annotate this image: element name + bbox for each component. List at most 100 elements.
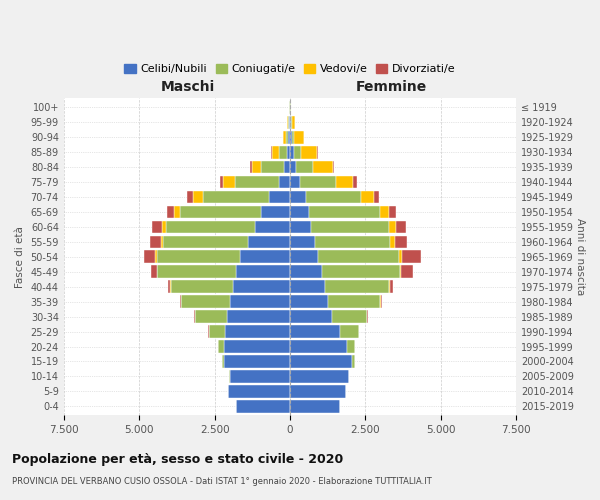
Bar <box>227 310 290 323</box>
Bar <box>203 190 269 203</box>
Bar <box>161 220 166 234</box>
Bar <box>374 190 379 203</box>
Bar <box>145 250 155 263</box>
Bar <box>262 161 284 173</box>
Bar <box>287 116 288 128</box>
Bar <box>155 250 157 263</box>
Bar <box>290 161 296 173</box>
Bar <box>315 236 390 248</box>
Bar <box>328 296 380 308</box>
Bar <box>290 176 300 188</box>
Legend: Celibi/Nubili, Coniugati/e, Vedovi/e, Divorziati/e: Celibi/Nubili, Coniugati/e, Vedovi/e, Di… <box>120 60 460 79</box>
Bar <box>367 310 368 323</box>
Bar <box>401 266 413 278</box>
Bar <box>380 206 389 218</box>
Bar <box>150 236 161 248</box>
Bar <box>292 131 294 143</box>
Bar <box>287 146 290 158</box>
Bar <box>333 161 334 173</box>
Bar <box>284 161 290 173</box>
Text: Femmine: Femmine <box>356 80 427 94</box>
Bar <box>195 310 227 323</box>
Bar <box>168 280 170 293</box>
Bar <box>290 370 349 383</box>
Y-axis label: Anni di nascita: Anni di nascita <box>575 218 585 296</box>
Bar <box>180 206 262 218</box>
Bar <box>290 385 346 398</box>
Bar <box>389 206 396 218</box>
Bar <box>301 146 317 158</box>
Bar <box>272 146 278 158</box>
Bar <box>381 296 382 308</box>
Bar <box>250 161 251 173</box>
Bar <box>390 280 393 293</box>
Bar <box>171 280 233 293</box>
Bar <box>290 146 293 158</box>
Bar <box>290 400 340 412</box>
Bar <box>294 131 304 143</box>
Bar <box>336 176 353 188</box>
Bar <box>296 161 313 173</box>
Bar <box>290 220 311 234</box>
Text: Popolazione per età, sesso e stato civile - 2020: Popolazione per età, sesso e stato civil… <box>12 452 343 466</box>
Bar <box>290 266 322 278</box>
Bar <box>161 236 163 248</box>
Bar <box>353 176 357 188</box>
Bar <box>167 206 173 218</box>
Bar <box>290 101 291 114</box>
Bar <box>311 220 389 234</box>
Bar <box>236 400 290 412</box>
Bar <box>352 355 355 368</box>
Bar <box>290 250 318 263</box>
Bar <box>193 190 203 203</box>
Bar <box>389 280 390 293</box>
Bar <box>288 131 290 143</box>
Bar <box>288 116 289 128</box>
Bar <box>283 131 286 143</box>
Text: PROVINCIA DEL VERBANO CUSIO OSSOLA - Dati ISTAT 1° gennaio 2020 - Elaborazione T: PROVINCIA DEL VERBANO CUSIO OSSOLA - Dat… <box>12 478 432 486</box>
Bar <box>286 131 288 143</box>
Bar <box>290 131 292 143</box>
Bar <box>218 340 224 353</box>
Bar <box>166 220 255 234</box>
Bar <box>290 340 347 353</box>
Bar <box>240 250 290 263</box>
Bar <box>340 325 359 338</box>
Bar <box>223 355 224 368</box>
Bar <box>235 176 278 188</box>
Y-axis label: Fasce di età: Fasce di età <box>15 226 25 288</box>
Bar <box>228 385 290 398</box>
Bar <box>322 266 400 278</box>
Bar <box>290 116 291 128</box>
Bar <box>397 220 406 234</box>
Bar <box>290 310 332 323</box>
Bar <box>290 325 340 338</box>
Bar <box>325 280 389 293</box>
Bar <box>347 340 355 353</box>
Bar <box>225 325 290 338</box>
Bar <box>230 370 290 383</box>
Bar <box>290 206 308 218</box>
Bar <box>157 266 236 278</box>
Bar <box>181 296 230 308</box>
Bar <box>292 116 295 128</box>
Bar <box>313 161 333 173</box>
Bar <box>395 236 407 248</box>
Bar <box>318 250 400 263</box>
Bar <box>290 355 352 368</box>
Bar <box>248 236 290 248</box>
Bar <box>220 176 223 188</box>
Bar <box>152 220 161 234</box>
Bar <box>255 220 290 234</box>
Bar <box>290 280 325 293</box>
Bar <box>305 190 361 203</box>
Bar <box>402 250 421 263</box>
Bar <box>194 310 195 323</box>
Bar <box>308 206 380 218</box>
Bar <box>230 296 290 308</box>
Bar <box>224 355 290 368</box>
Bar <box>233 280 290 293</box>
Bar <box>262 206 290 218</box>
Bar <box>224 340 290 353</box>
Bar <box>290 190 305 203</box>
